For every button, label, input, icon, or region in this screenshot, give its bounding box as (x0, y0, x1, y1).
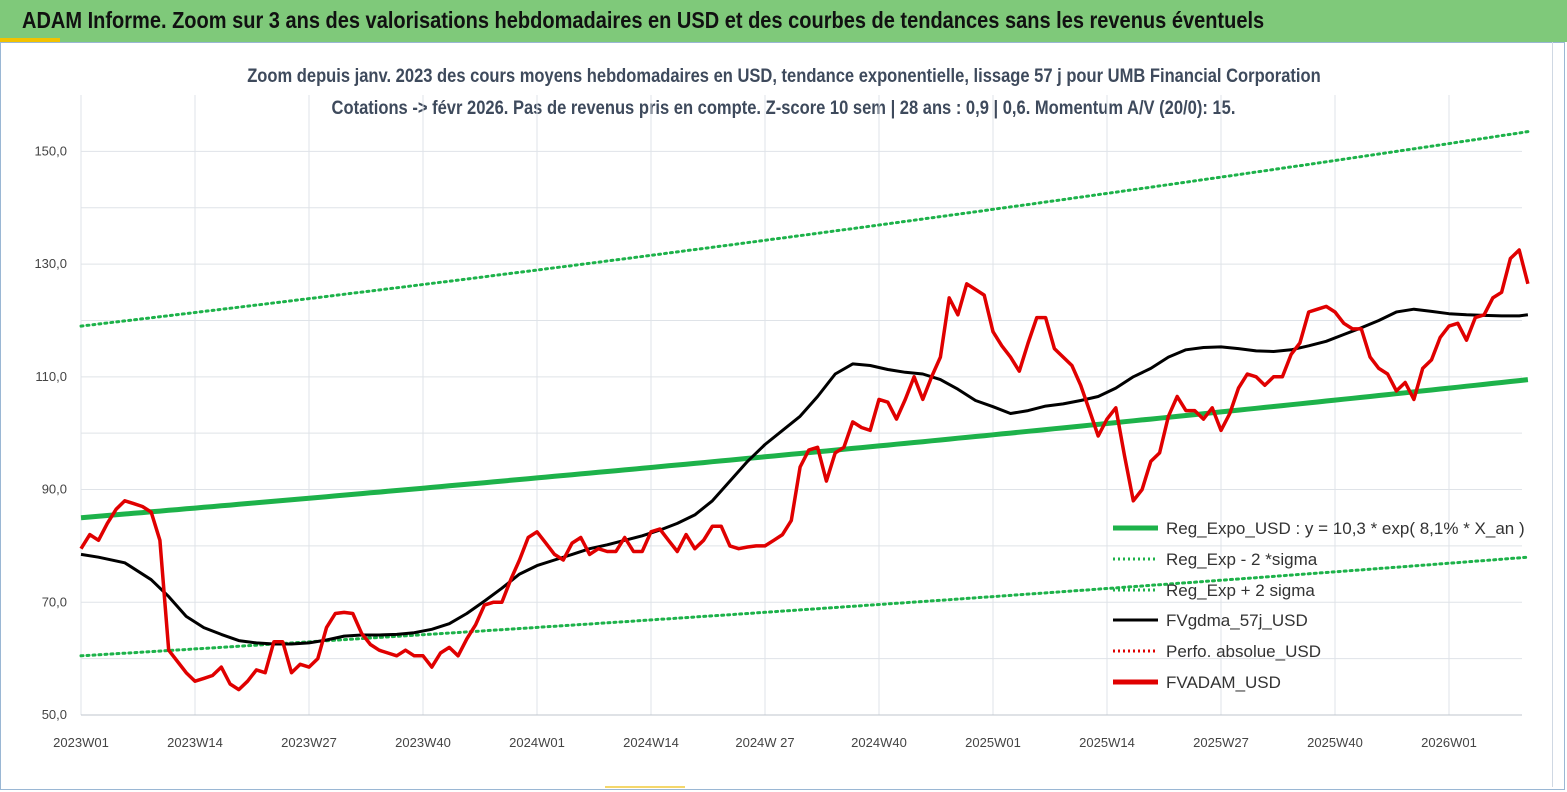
chart-subtitle: Cotations -> févr 2026. Pas de revenus p… (0, 98, 1567, 120)
x-tick-label: 2024W14 (623, 735, 679, 750)
x-tick-label: 2025W27 (1193, 735, 1249, 750)
chart-frame (0, 42, 1565, 790)
x-tick-label: 2023W27 (281, 735, 337, 750)
x-tick-label: 2025W01 (965, 735, 1021, 750)
axes: 50,0 70,0 90,0 110,0 130,0 150,0 2023W01 2023W1… (34, 143, 1522, 750)
x-tick-label: 2025W40 (1307, 735, 1363, 750)
bottom-accent (605, 786, 685, 788)
legend-label: Perfo. absolue_USD (1166, 642, 1321, 661)
x-tick-label: 2024W 27 (735, 735, 794, 750)
series-group (79, 130, 1530, 692)
x-tick-label: 2025W14 (1079, 735, 1135, 750)
y-tick-label: 150,0 (34, 143, 67, 158)
legend: Reg_Expo_USD : y = 10,3 * exp( 8,1% * X_… (1113, 519, 1525, 692)
legend-label: Reg_Exp - 2 *sigma (1166, 550, 1318, 569)
upper-band-line (79, 130, 1530, 328)
y-tick-label: 130,0 (34, 256, 67, 271)
report-title: ADAM Informe. Zoom sur 3 ans des valoris… (22, 7, 1265, 33)
x-tick-label: 2026W01 (1421, 735, 1477, 750)
chart-title-text: Zoom depuis janv. 2023 des cours moyens … (246, 66, 1321, 87)
legend-label: FVgdma_57j_USD (1166, 611, 1308, 630)
legend-label: FVADAM_USD (1166, 673, 1281, 692)
chart-title: Zoom depuis janv. 2023 des cours moyens … (0, 66, 1567, 88)
chart-subtitle-text: Cotations -> févr 2026. Pas de revenus p… (331, 98, 1236, 119)
legend-label: Reg_Expo_USD : y = 10,3 * exp( 8,1% * X_… (1166, 519, 1525, 538)
y-tick-label: 50,0 (42, 707, 67, 722)
x-tick-label: 2024W01 (509, 735, 565, 750)
x-tick-label: 2023W01 (53, 735, 109, 750)
report-banner: ADAM Informe. Zoom sur 3 ans des valoris… (0, 0, 1567, 42)
x-tick-label: 2023W14 (167, 735, 223, 750)
y-tick-label: 90,0 (42, 482, 67, 497)
y-tick-label: 110,0 (35, 369, 67, 384)
y-tick-label: 70,0 (42, 594, 67, 609)
banner-accent (0, 38, 60, 42)
x-tick-label: 2024W40 (851, 735, 907, 750)
legend-label: Reg_Exp + 2 sigma (1166, 581, 1315, 600)
trend-line (80, 377, 1529, 521)
x-tick-label: 2023W40 (395, 735, 451, 750)
price-line (79, 248, 1530, 692)
lower-band-line (79, 555, 1530, 658)
frame-edge (1552, 42, 1559, 787)
